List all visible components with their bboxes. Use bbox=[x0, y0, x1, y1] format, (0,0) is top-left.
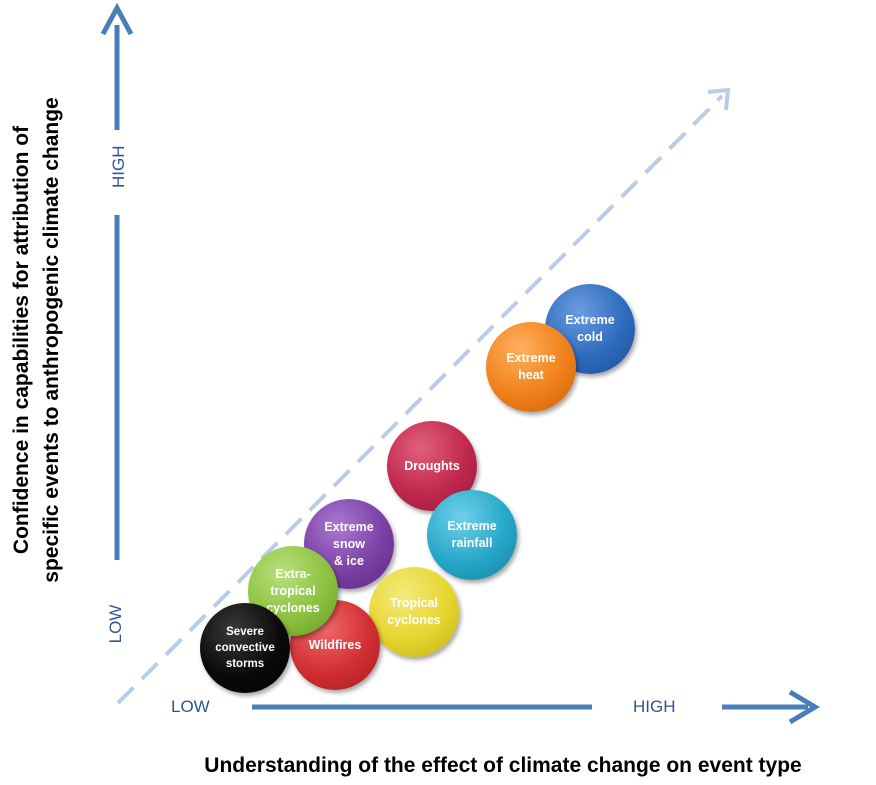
bubble-severe-convective-storms-label: Severe convective storms bbox=[215, 626, 275, 670]
diagonal-arrowhead bbox=[707, 87, 731, 111]
bubble-tropical-cyclones-label: Tropical cyclones bbox=[387, 596, 441, 627]
bubble-extreme-heat-label: Extreme heat bbox=[506, 351, 556, 382]
bubble-extratropical-cyclones-label: Extra- tropical cyclones bbox=[266, 566, 320, 615]
y-axis-high-label: HIGH bbox=[109, 145, 128, 189]
bubble-extreme-rainfall: Extreme rainfall bbox=[427, 490, 517, 580]
bubble-tropical-cyclones: Tropical cyclones bbox=[369, 567, 459, 657]
bubble-extreme-rainfall-label: Extreme rainfall bbox=[447, 519, 497, 550]
bubble-extreme-heat: Extreme heat bbox=[486, 322, 576, 412]
y-axis-title-box: Confidence in capabilities for attributi… bbox=[2, 60, 72, 620]
diagonal-dashed-line bbox=[116, 94, 724, 705]
x-axis-low-label: LOW bbox=[171, 697, 210, 716]
y-axis-arrowhead bbox=[100, 2, 134, 36]
bubble-extreme-snow-ice-label: Extreme snow & ice bbox=[324, 519, 374, 568]
y-axis-title: Confidence in capabilities for attributi… bbox=[10, 97, 63, 583]
bubble-severe-convective-storms: Severe convective storms bbox=[200, 603, 290, 693]
x-axis-arrowhead bbox=[788, 689, 820, 725]
y-axis-low-label: LOW bbox=[106, 604, 125, 644]
x-axis-title: Understanding of the effect of climate c… bbox=[204, 754, 802, 777]
bubble-wildfires-label: Wildfires bbox=[308, 637, 362, 652]
bubble-extreme-cold-label: Extreme cold bbox=[565, 313, 615, 344]
x-axis-high-label: HIGH bbox=[633, 697, 676, 716]
bubble-droughts-label: Droughts bbox=[404, 458, 460, 473]
